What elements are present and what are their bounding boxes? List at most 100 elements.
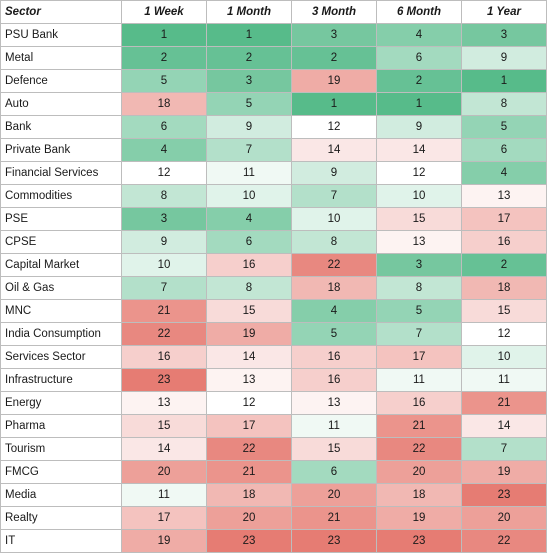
rank-cell-6-month: 5: [376, 299, 462, 323]
rank-cell-1-year: 13: [461, 184, 547, 208]
sector-name-cell: Defence: [0, 69, 122, 93]
rank-cell-1-month: 22: [206, 437, 292, 461]
table-header: Sector 1 Week 1 Month 3 Month 6 Month 1 …: [0, 0, 547, 24]
rank-cell-1-month: 7: [206, 138, 292, 162]
table-row: Services Sector 16 14 16 17 10: [0, 345, 547, 369]
rank-cell-3-month: 20: [291, 483, 377, 507]
table-row: Metal 2 2 2 6 9: [0, 46, 547, 70]
rank-cell-3-month: 15: [291, 437, 377, 461]
rank-cell-3-month: 16: [291, 368, 377, 392]
rank-cell-1-month: 3: [206, 69, 292, 93]
rank-cell-1-month: 13: [206, 368, 292, 392]
rank-cell-1-year: 8: [461, 92, 547, 116]
column-header-1-week: 1 Week: [121, 0, 207, 24]
rank-cell-3-month: 4: [291, 299, 377, 323]
rank-cell-1-month: 6: [206, 230, 292, 254]
rank-cell-1-year: 6: [461, 138, 547, 162]
table-row: MNC 21 15 4 5 15: [0, 299, 547, 323]
rank-cell-6-month: 16: [376, 391, 462, 415]
rank-cell-1-week: 14: [121, 437, 207, 461]
sector-name-cell: Bank: [0, 115, 122, 139]
rank-cell-1-week: 21: [121, 299, 207, 323]
rank-cell-1-week: 18: [121, 92, 207, 116]
table-row: Pharma 15 17 11 21 14: [0, 414, 547, 438]
rank-cell-1-month: 19: [206, 322, 292, 346]
rank-cell-1-month: 4: [206, 207, 292, 231]
rank-cell-3-month: 11: [291, 414, 377, 438]
rank-cell-1-year: 22: [461, 529, 547, 553]
table-row: Bank 6 9 12 9 5: [0, 115, 547, 139]
rank-cell-1-month: 17: [206, 414, 292, 438]
sector-name-cell: Energy: [0, 391, 122, 415]
table-row: Capital Market 10 16 22 3 2: [0, 253, 547, 277]
rank-cell-3-month: 10: [291, 207, 377, 231]
table-row: IT 19 23 23 23 22: [0, 529, 547, 553]
rank-cell-1-week: 5: [121, 69, 207, 93]
rank-cell-1-year: 12: [461, 322, 547, 346]
sector-name-cell: MNC: [0, 299, 122, 323]
rank-cell-6-month: 1: [376, 92, 462, 116]
rank-cell-6-month: 12: [376, 161, 462, 185]
rank-cell-1-month: 23: [206, 529, 292, 553]
rank-cell-3-month: 18: [291, 276, 377, 300]
rank-cell-1-year: 9: [461, 46, 547, 70]
rank-cell-1-month: 14: [206, 345, 292, 369]
sector-name-cell: Media: [0, 483, 122, 507]
rank-cell-1-year: 10: [461, 345, 547, 369]
rank-cell-1-week: 23: [121, 368, 207, 392]
rank-cell-1-month: 11: [206, 161, 292, 185]
rank-cell-1-week: 8: [121, 184, 207, 208]
rank-cell-1-month: 15: [206, 299, 292, 323]
rank-cell-1-year: 2: [461, 253, 547, 277]
rank-cell-1-month: 5: [206, 92, 292, 116]
rank-cell-1-year: 4: [461, 161, 547, 185]
rank-cell-1-year: 7: [461, 437, 547, 461]
rank-cell-1-week: 4: [121, 138, 207, 162]
rank-cell-1-week: 10: [121, 253, 207, 277]
rank-cell-1-week: 19: [121, 529, 207, 553]
sector-name-cell: Private Bank: [0, 138, 122, 162]
table-body: PSU Bank 1 1 3 4 3 Metal 2 2 2 6 9 Defence 5 3 19 2 1 Auto…: [0, 23, 547, 553]
rank-cell-6-month: 6: [376, 46, 462, 70]
rank-cell-1-week: 16: [121, 345, 207, 369]
table-row: Financial Services 12 11 9 12 4: [0, 161, 547, 185]
header-row: Sector 1 Week 1 Month 3 Month 6 Month 1 …: [0, 0, 547, 24]
rank-cell-1-month: 16: [206, 253, 292, 277]
rank-cell-3-month: 12: [291, 115, 377, 139]
sector-name-cell: FMCG: [0, 460, 122, 484]
rank-cell-3-month: 19: [291, 69, 377, 93]
rank-cell-1-month: 12: [206, 391, 292, 415]
rank-cell-6-month: 7: [376, 322, 462, 346]
rank-cell-1-year: 18: [461, 276, 547, 300]
sector-name-cell: CPSE: [0, 230, 122, 254]
rank-cell-1-year: 17: [461, 207, 547, 231]
rank-cell-6-month: 23: [376, 529, 462, 553]
rank-cell-3-month: 3: [291, 23, 377, 47]
rank-cell-6-month: 13: [376, 230, 462, 254]
sector-name-cell: PSE: [0, 207, 122, 231]
rank-cell-3-month: 1: [291, 92, 377, 116]
rank-cell-1-week: 6: [121, 115, 207, 139]
sector-name-cell: Oil & Gas: [0, 276, 122, 300]
rank-cell-3-month: 16: [291, 345, 377, 369]
rank-cell-1-year: 3: [461, 23, 547, 47]
rank-cell-6-month: 21: [376, 414, 462, 438]
rank-cell-1-week: 20: [121, 460, 207, 484]
table-row: Commodities 8 10 7 10 13: [0, 184, 547, 208]
rank-cell-6-month: 19: [376, 506, 462, 530]
rank-cell-6-month: 10: [376, 184, 462, 208]
rank-cell-1-year: 5: [461, 115, 547, 139]
sector-name-cell: Financial Services: [0, 161, 122, 185]
table-row: Media 11 18 20 18 23: [0, 483, 547, 507]
column-header-1-month: 1 Month: [206, 0, 292, 24]
rank-cell-3-month: 23: [291, 529, 377, 553]
table-row: Energy 13 12 13 16 21: [0, 391, 547, 415]
rank-cell-1-year: 20: [461, 506, 547, 530]
rank-cell-3-month: 8: [291, 230, 377, 254]
rank-cell-6-month: 18: [376, 483, 462, 507]
rank-cell-6-month: 4: [376, 23, 462, 47]
rank-cell-1-year: 15: [461, 299, 547, 323]
rank-cell-1-month: 21: [206, 460, 292, 484]
sector-name-cell: Tourism: [0, 437, 122, 461]
rank-cell-1-week: 1: [121, 23, 207, 47]
